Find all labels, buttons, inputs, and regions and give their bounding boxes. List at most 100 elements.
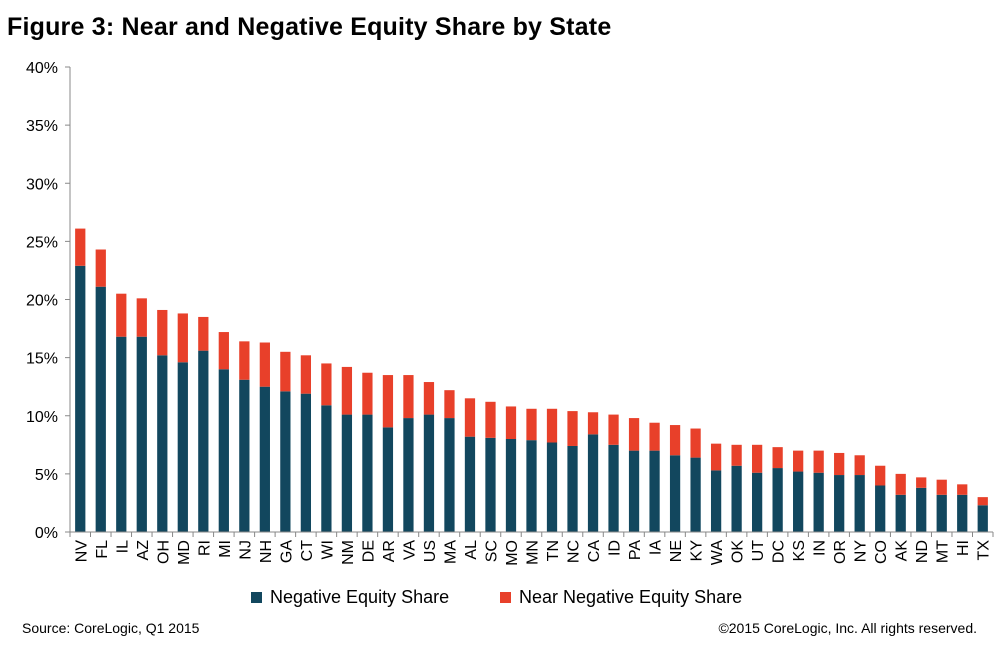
bar-negative-hi <box>957 494 968 532</box>
bar-near-or <box>834 452 845 476</box>
bar-near-mt <box>936 479 947 495</box>
bar-near-al <box>464 398 476 437</box>
bar-near-co <box>875 465 886 486</box>
bar-near-tx <box>977 497 988 506</box>
y-tick-label: 30% <box>26 176 58 193</box>
bar-negative-ia <box>649 450 660 532</box>
bar-negative-ga <box>280 391 291 532</box>
x-tick-label-ok: OK <box>730 540 747 563</box>
bar-negative-sc <box>485 437 496 532</box>
y-tick-label: 0% <box>35 525 58 542</box>
y-tick-label: 10% <box>26 409 58 426</box>
bar-near-ct <box>300 355 312 394</box>
bar-negative-tn <box>546 442 558 532</box>
legend-item-near: Near Negative Equity Share <box>500 587 742 608</box>
x-tick-label-id: ID <box>607 540 624 556</box>
bar-negative-ct <box>300 393 312 532</box>
bar-near-ak <box>895 473 906 495</box>
bar-negative-ne <box>669 455 681 532</box>
legend-swatch-near <box>500 592 511 603</box>
x-tick-label-ri: RI <box>196 540 213 556</box>
bar-negative-il <box>116 336 127 532</box>
bar-negative-ut <box>751 472 763 532</box>
x-tick-label-mo: MO <box>504 540 521 566</box>
legend: Negative Equity Share Near Negative Equi… <box>0 587 1005 611</box>
bar-near-wi <box>321 363 332 406</box>
y-tick-label: 20% <box>26 293 58 310</box>
bar-near-oh <box>157 309 168 356</box>
x-tick-label-va: VA <box>401 540 418 560</box>
bar-negative-mt <box>936 494 947 532</box>
bar-negative-nc <box>567 445 578 532</box>
y-tick-label: 25% <box>26 234 58 251</box>
x-tick-label-ca: CA <box>586 540 603 563</box>
bar-negative-az <box>136 336 147 532</box>
x-tick-label-pa: PA <box>627 540 644 560</box>
bar-negative-co <box>875 485 886 532</box>
x-tick-label-mt: MT <box>935 540 952 563</box>
bar-near-sc <box>485 401 496 438</box>
bar-negative-de <box>362 414 373 532</box>
bar-negative-ok <box>731 465 742 532</box>
x-tick-label-mi: MI <box>217 540 234 558</box>
y-tick-label: 15% <box>26 351 58 368</box>
x-tick-label-nj: NJ <box>237 540 254 560</box>
bar-near-ca <box>587 412 599 435</box>
x-tick-label-co: CO <box>873 540 890 564</box>
bar-negative-dc <box>772 468 783 532</box>
legend-swatch-negative <box>251 592 262 603</box>
y-tick-label: 40% <box>26 60 58 77</box>
bar-negative-oh <box>157 355 168 532</box>
bar-near-ga <box>280 351 291 392</box>
bar-negative-fl <box>95 286 106 532</box>
bar-negative-in <box>813 472 824 532</box>
bar-near-fl <box>95 249 106 287</box>
x-tick-label-md: MD <box>176 540 193 565</box>
bar-near-hi <box>957 484 968 495</box>
x-tick-label-dc: DC <box>771 540 788 563</box>
x-axis: NV FL IL AZ OH MD RI MI NJ NH GA CT WI NM DE AR VA US MA AL… <box>69 531 994 566</box>
bar-negative-ri <box>198 350 209 532</box>
stacked-bar-chart: 0% 5% 10% 15% 20% 25% 30% 35% 40% NV FL IL AZ OH MD RI… <box>26 60 994 566</box>
x-tick-label-ne: NE <box>668 540 685 562</box>
bar-near-mi <box>218 332 229 370</box>
bar-near-nj <box>239 341 250 380</box>
bar-near-nm <box>341 366 353 415</box>
bar-negative-ks <box>793 471 804 532</box>
x-tick-label-al: AL <box>463 540 480 560</box>
bar-negative-ma <box>444 418 455 532</box>
bar-near-il <box>116 293 127 337</box>
y-tick-label: 35% <box>26 118 58 135</box>
bar-near-ok <box>731 444 742 466</box>
bar-near-mo <box>505 406 517 439</box>
bar-near-ia <box>649 422 660 451</box>
bar-negative-md <box>177 362 188 532</box>
x-tick-label-az: AZ <box>135 540 152 561</box>
bar-near-nc <box>567 411 578 446</box>
bar-near-ky <box>690 428 701 458</box>
bar-negative-ak <box>895 494 906 532</box>
bar-near-nd <box>916 477 927 488</box>
bar-negative-ca <box>587 434 599 532</box>
bar-negative-or <box>834 475 845 532</box>
x-tick-label-nm: NM <box>340 540 357 565</box>
bar-near-md <box>177 313 188 363</box>
x-tick-label-ky: KY <box>689 540 706 562</box>
bar-negative-mn <box>526 440 537 532</box>
x-tick-label-mn: MN <box>525 540 542 565</box>
x-tick-label-us: US <box>422 540 439 562</box>
bar-near-ne <box>669 425 681 456</box>
bar-negative-nh <box>259 386 270 532</box>
x-tick-label-nv: NV <box>73 540 90 563</box>
x-tick-label-ny: NY <box>853 540 870 563</box>
bar-negative-nv <box>75 265 86 532</box>
x-tick-label-in: IN <box>812 540 829 556</box>
bar-near-pa <box>628 418 640 451</box>
bar-negative-ky <box>690 457 701 532</box>
bar-near-ma <box>444 390 455 419</box>
x-tick-label-hi: HI <box>955 540 972 556</box>
x-tick-label-ks: KS <box>791 540 808 561</box>
source-note: Source: CoreLogic, Q1 2015 <box>22 620 200 636</box>
copyright-note: ©2015 CoreLogic, Inc. All rights reserve… <box>718 620 977 636</box>
x-tick-label-ak: AK <box>894 540 911 562</box>
